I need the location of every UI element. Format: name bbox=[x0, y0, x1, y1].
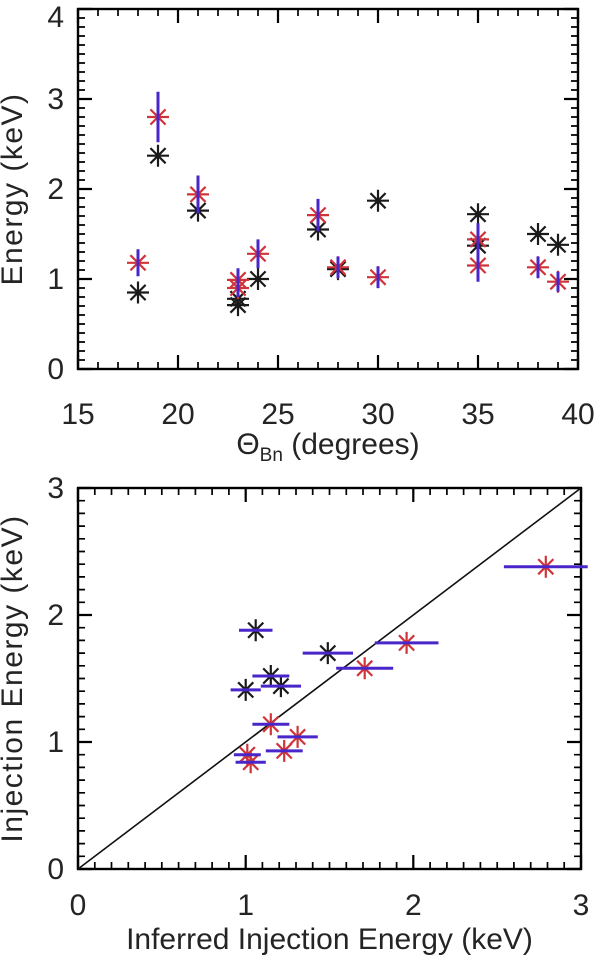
major-ticks bbox=[76, 7, 580, 371]
x-tick-label: 1 bbox=[237, 889, 254, 922]
asterisk-marker bbox=[127, 281, 149, 304]
asterisk-marker bbox=[547, 233, 569, 256]
panel-injection-vs-inferred: 0 1 2 3 0 1 2 3 Inferred Injection Energy (keV) I… bbox=[0, 462, 600, 957]
y-tick-label: 3 bbox=[47, 472, 64, 505]
energy-vs-thetabn-chart-svg: 15 20 25 30 35 40 0 1 2 3 4 ΘBn (degrees) Energy (ke… bbox=[0, 1, 595, 462]
identity-line bbox=[77, 487, 582, 870]
x-tick-label: 40 bbox=[561, 398, 594, 431]
y-tick-label: 1 bbox=[47, 263, 64, 296]
y-tick-label: 3 bbox=[47, 83, 64, 116]
x-tick-label: 25 bbox=[261, 398, 294, 431]
x-axis-title: Inferred Injection Energy (keV) bbox=[126, 923, 533, 956]
x-tick-label: 0 bbox=[70, 889, 87, 922]
asterisk-marker bbox=[247, 268, 269, 290]
y-tick-label: 2 bbox=[47, 173, 64, 206]
series-black-asterisks bbox=[127, 144, 569, 317]
series-red-asterisks bbox=[236, 555, 557, 774]
x-tick-label: 15 bbox=[61, 398, 94, 431]
y-tick-label: 4 bbox=[47, 1, 64, 34]
y-axis-title: Injection Energy (keV) bbox=[0, 514, 29, 842]
asterisk-marker bbox=[147, 144, 169, 167]
injection-vs-inferred-chart-svg: 0 1 2 3 0 1 2 3 Inferred Injection Energy (keV) I… bbox=[0, 472, 590, 956]
plot-frame bbox=[76, 7, 580, 371]
x-tick-label: 20 bbox=[161, 398, 194, 431]
asterisk-marker bbox=[527, 223, 549, 245]
plot-frame bbox=[76, 486, 583, 871]
x-axis-title: ΘBn (degrees) bbox=[236, 428, 419, 462]
asterisk-marker bbox=[227, 294, 249, 317]
y-tick-label: 2 bbox=[47, 599, 64, 632]
x-tick-label: 35 bbox=[461, 398, 494, 431]
asterisk-marker bbox=[467, 203, 489, 226]
y-axis-title: Energy (keV) bbox=[0, 92, 29, 285]
error-bars bbox=[136, 91, 560, 297]
x-tick-label: 30 bbox=[361, 398, 394, 431]
y-tick-label: 0 bbox=[47, 353, 64, 386]
y-tick-label: 0 bbox=[47, 853, 64, 886]
panel-energy-vs-thetabn: 15 20 25 30 35 40 0 1 2 3 4 ΘBn (degrees) Energy (ke… bbox=[0, 0, 600, 462]
x-tick-label: 3 bbox=[573, 889, 590, 922]
y-tick-label: 1 bbox=[47, 726, 64, 759]
asterisk-marker bbox=[367, 189, 389, 212]
minor-ticks bbox=[77, 8, 579, 370]
error-bars bbox=[230, 565, 588, 764]
x-tick-label: 2 bbox=[405, 889, 422, 922]
